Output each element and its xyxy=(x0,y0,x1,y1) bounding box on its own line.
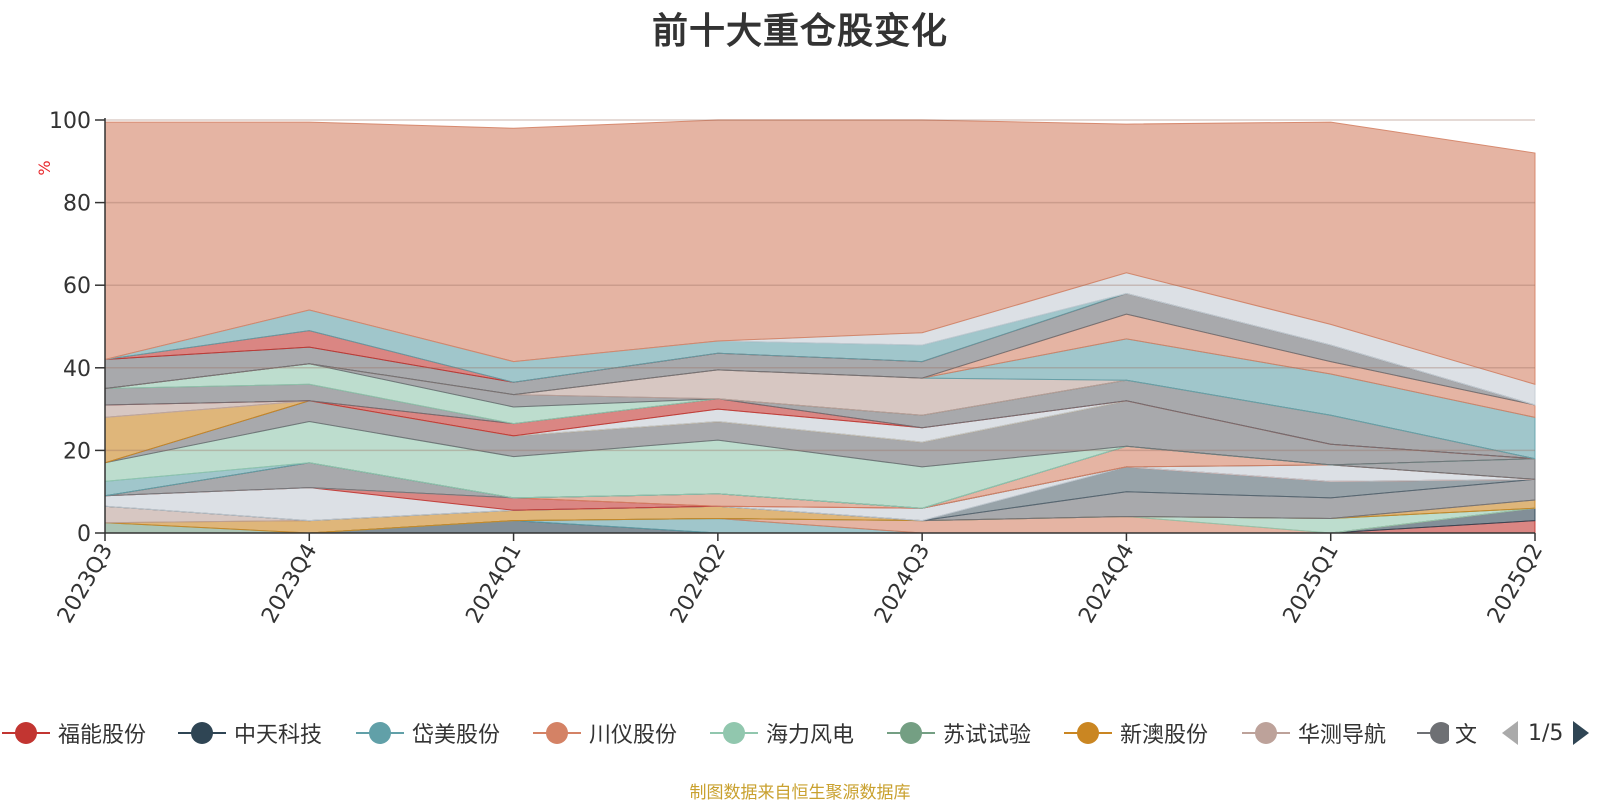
y-tick-label: 100 xyxy=(49,109,91,134)
legend-marker-icon xyxy=(1064,722,1112,744)
legend-item[interactable]: 华测导航 xyxy=(1240,718,1386,748)
legend-item[interactable]: 海力风电 xyxy=(708,718,854,748)
x-tick-label: 2023Q4 xyxy=(257,540,322,628)
legend-marker-icon xyxy=(1242,722,1290,744)
grid-layer xyxy=(105,119,1535,452)
legend-label: 苏试试验 xyxy=(943,723,1032,748)
x-tick-label: 2023Q3 xyxy=(53,540,118,628)
legend-pager: 1/5 xyxy=(1500,718,1591,748)
y-tick-label: 80 xyxy=(63,192,91,217)
legend-marker-icon xyxy=(356,722,404,744)
legend-item[interactable]: 岱美股份 xyxy=(354,718,500,748)
legend-label: 华测导航 xyxy=(1298,723,1387,748)
legend-item[interactable]: 新澳股份 xyxy=(1062,718,1208,748)
x-tick-label: 2024Q1 xyxy=(461,540,526,628)
y-tick-label: 0 xyxy=(77,522,91,547)
x-tick-label: 2025Q1 xyxy=(1279,540,1344,628)
footer-source: 制图数据来自恒生聚源数据库 xyxy=(689,783,911,803)
legend-marker-icon xyxy=(887,722,935,744)
legend-item[interactable]: 福能股份 xyxy=(0,718,146,748)
x-tick-label: 2025Q2 xyxy=(1483,540,1548,628)
legend-marker-icon xyxy=(2,722,50,744)
legend-label: 中天科技 xyxy=(234,723,323,748)
legend-label: 福能股份 xyxy=(58,723,147,748)
pager-next-icon[interactable] xyxy=(1571,718,1591,748)
legend-label: 新澳股份 xyxy=(1120,723,1209,748)
legend-marker-icon xyxy=(710,722,758,744)
legend-label: 文 xyxy=(1454,723,1477,748)
y-tick-label: 20 xyxy=(63,439,91,464)
legend-label: 川仪股份 xyxy=(589,723,678,748)
legend-item[interactable]: 苏试试验 xyxy=(885,718,1031,748)
legend-label: 海力风电 xyxy=(766,723,855,748)
pager-text: 1/5 xyxy=(1528,720,1564,746)
legend-label: 岱美股份 xyxy=(412,723,501,748)
legend-item[interactable]: 文 xyxy=(1415,718,1477,748)
legend-marker-icon xyxy=(178,722,226,744)
legend-marker-icon xyxy=(533,722,581,744)
legend-item[interactable]: 中天科技 xyxy=(176,718,322,748)
x-tick-label: 2024Q4 xyxy=(1074,540,1139,628)
x-tick-label: 2024Q3 xyxy=(870,540,935,628)
legend-marker-icon xyxy=(1417,722,1449,744)
x-tick-label: 2024Q2 xyxy=(666,540,731,628)
chart-title: 前十大重仓股变化 xyxy=(651,11,948,52)
y-tick-label: 40 xyxy=(63,357,91,382)
pager-prev-icon[interactable] xyxy=(1500,718,1520,748)
area-series-35 xyxy=(104,119,1536,385)
legend-item[interactable]: 川仪股份 xyxy=(531,718,677,748)
y-axis-unit-label: % xyxy=(35,160,54,175)
areas-layer xyxy=(104,119,1536,534)
y-tick-label: 60 xyxy=(63,274,91,299)
